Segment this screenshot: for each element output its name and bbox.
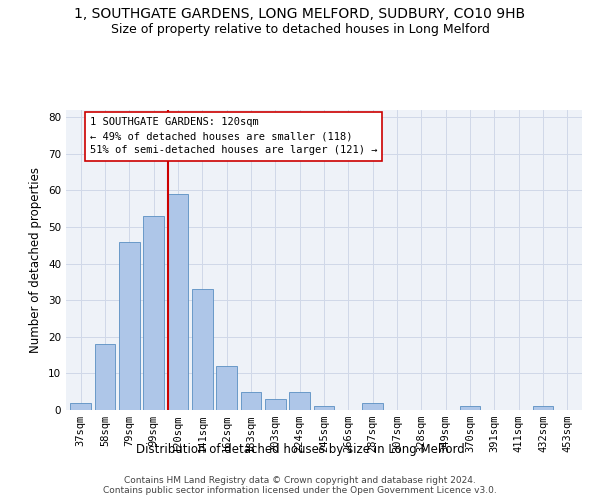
Bar (192, 290, 212, 410)
Bar (167, 194, 188, 410)
Bar (119, 242, 140, 410)
Text: Distribution of detached houses by size in Long Melford: Distribution of detached houses by size … (136, 442, 464, 456)
Text: 1, SOUTHGATE GARDENS, LONG MELFORD, SUDBURY, CO10 9HB: 1, SOUTHGATE GARDENS, LONG MELFORD, SUDB… (74, 8, 526, 22)
Bar (265, 399, 286, 410)
Bar (362, 402, 383, 410)
Bar (289, 392, 310, 410)
Bar (460, 406, 481, 410)
Y-axis label: Number of detached properties: Number of detached properties (29, 167, 43, 353)
Text: Contains HM Land Registry data © Crown copyright and database right 2024.
Contai: Contains HM Land Registry data © Crown c… (103, 476, 497, 495)
Bar (314, 406, 334, 410)
Bar (533, 406, 553, 410)
Bar (216, 366, 237, 410)
Bar (241, 392, 262, 410)
Bar (95, 344, 115, 410)
Text: 1 SOUTHGATE GARDENS: 120sqm
← 49% of detached houses are smaller (118)
51% of se: 1 SOUTHGATE GARDENS: 120sqm ← 49% of det… (90, 118, 377, 156)
Bar (70, 402, 91, 410)
Text: Size of property relative to detached houses in Long Melford: Size of property relative to detached ho… (110, 22, 490, 36)
Bar (143, 216, 164, 410)
